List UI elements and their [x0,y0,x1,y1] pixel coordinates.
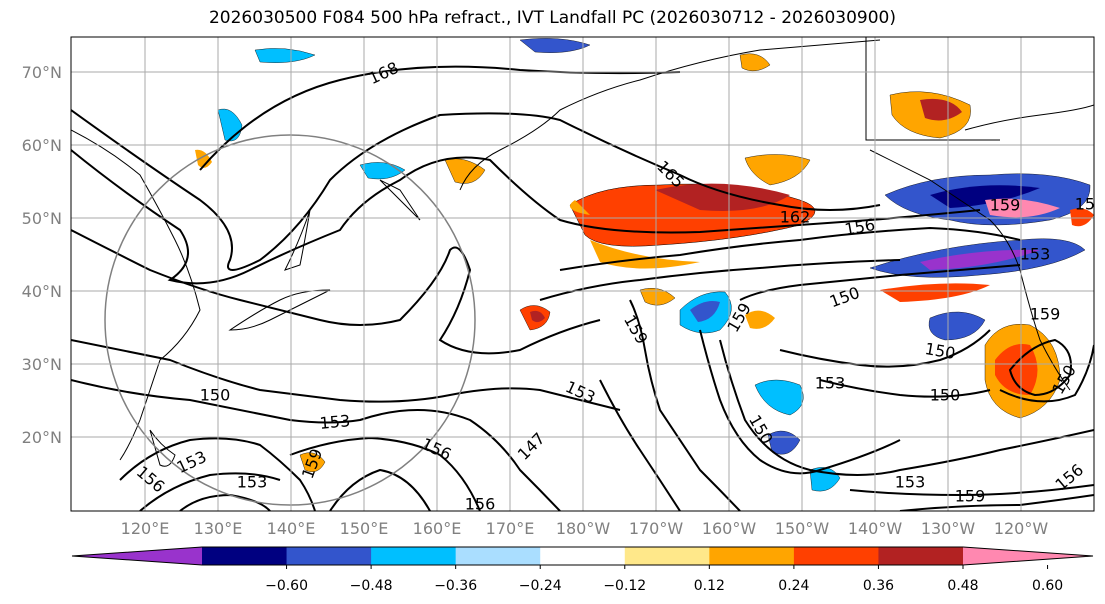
colorbar-tick-label: −0.24 [519,578,562,594]
colorbar-tick-label: 0.60 [1032,578,1063,594]
contour-label: 153 [1020,245,1051,264]
colorbar-segment [286,547,372,565]
contour-label: 156 [843,215,876,239]
coastlines [71,37,1094,467]
lon-label: 140°E [267,519,316,538]
colorbar-extend-high [963,547,1093,565]
map-title: 2026030500 F084 500 hPa refract., IVT La… [208,8,896,28]
contour-label: 162 [780,208,811,227]
contour-label: 153 [895,473,926,492]
colorbar-tick-label: −0.12 [603,578,646,594]
colorbar-tick-label: 0.48 [947,578,978,594]
colorbar-outline [71,546,1094,566]
lon-label: 170°W [629,519,684,538]
lon-label: 120°E [121,519,170,538]
lon-label: 150°W [775,519,830,538]
lon-label: 160°E [413,519,462,538]
contour-label: 150 [827,283,862,311]
contour-label: 159 [990,196,1021,215]
contour-label: 147 [514,429,549,464]
colorbar-segment [624,547,710,565]
longitude-labels: 120°E 130°E 140°E 150°E 160°E 170°E 180°W 170°W… [121,519,1049,538]
lon-label: 160°W [702,519,757,538]
latitude-labels: 70°N 60°N 50°N 40°N 30°N 20°N [22,63,62,447]
refractivity-contours [71,65,1094,511]
colorbar-tick-label: 0.36 [863,578,894,594]
contour-label: 156 [419,434,455,464]
contour-label: 159 [1030,305,1061,324]
contour-label: 156 [133,462,169,496]
gridlines [71,37,1094,511]
contour-label: 159 [620,312,652,348]
colorbar-tick-label: 0.24 [778,578,809,594]
colorbar-tick-label: −0.60 [265,578,308,594]
contour-label: 159 [1075,195,1105,214]
colorbar-ticks: −0.60 −0.48 −0.36 −0.24 −0.12 0.12 0.24 0.36 0.4… [265,565,1063,594]
colorbar-segment [793,547,879,565]
lon-label: 130°W [921,519,976,538]
lon-label: 180°W [556,519,611,538]
contour-label: 150 [923,339,956,363]
contour-label: 153 [174,447,210,477]
area-circle [104,134,476,506]
lon-label: 120°W [994,519,1049,538]
contour-label: 150 [930,386,961,405]
colorbar-segment [540,547,626,565]
lat-label: 20°N [22,428,62,447]
colorbar-tick-label: −0.36 [434,578,477,594]
lat-label: 70°N [22,63,62,82]
colorbar-tick-label: 0.12 [694,578,725,594]
colorbar-segment [455,547,541,565]
lon-label: 140°W [848,519,903,538]
lat-label: 30°N [22,355,62,374]
colorbar-segment [709,547,795,565]
colorbar-tick-label: −0.48 [350,578,393,594]
contour-label: 153 [815,374,846,393]
contour-label: 153 [237,473,268,492]
lon-label: 130°E [194,519,243,538]
map-frame [70,36,1095,512]
contour-label: 156 [465,495,496,514]
contour-label: 153 [319,411,351,433]
lon-label: 170°E [486,519,535,538]
colorbar-segment [202,547,288,565]
colorbar [71,546,1094,566]
lon-label: 150°E [340,519,389,538]
colorbar-segment [878,547,964,565]
lat-label: 60°N [22,136,62,155]
colorbar-segment [371,547,457,565]
lat-label: 40°N [22,282,62,301]
colorbar-extend-low [72,547,202,565]
contour-label: 168 [366,58,402,88]
lat-label: 50°N [22,209,62,228]
contour-label: 159 [955,487,986,506]
contour-label: 150 [200,386,231,405]
